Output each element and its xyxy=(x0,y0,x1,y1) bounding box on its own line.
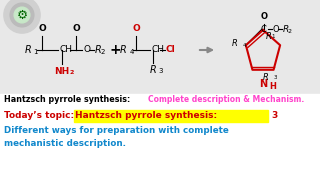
Text: R: R xyxy=(25,45,31,55)
Text: R: R xyxy=(283,25,289,34)
Text: Hantzsch pyrrole synthesis:: Hantzsch pyrrole synthesis: xyxy=(75,111,217,120)
Text: Cl: Cl xyxy=(166,46,176,55)
Text: 2: 2 xyxy=(101,49,105,55)
Text: 4: 4 xyxy=(130,49,134,55)
Text: 3: 3 xyxy=(274,75,277,80)
Text: 2: 2 xyxy=(288,29,292,34)
Text: R: R xyxy=(263,73,268,82)
Text: O: O xyxy=(72,24,80,33)
Bar xyxy=(74,110,268,122)
Text: Hantzsch pyrrole synthesis:: Hantzsch pyrrole synthesis: xyxy=(4,95,130,104)
Text: Complete description & Mechanism.: Complete description & Mechanism. xyxy=(148,95,304,104)
Text: 1: 1 xyxy=(33,49,37,55)
Text: 2: 2 xyxy=(70,70,74,75)
Text: R: R xyxy=(95,45,102,55)
Text: NH: NH xyxy=(54,67,70,76)
Circle shape xyxy=(14,7,30,23)
Text: N: N xyxy=(259,79,267,89)
Bar xyxy=(0,0,320,94)
Text: R: R xyxy=(266,32,272,41)
Text: O: O xyxy=(132,24,140,33)
Text: C: C xyxy=(261,25,267,34)
Text: R: R xyxy=(150,65,156,75)
Text: O: O xyxy=(273,25,279,34)
Text: 4: 4 xyxy=(243,43,246,48)
Text: R: R xyxy=(232,39,238,48)
Circle shape xyxy=(4,0,40,33)
Bar xyxy=(0,94,320,180)
Text: O: O xyxy=(38,24,46,33)
Text: CH: CH xyxy=(151,46,164,55)
Text: 3: 3 xyxy=(271,111,277,120)
Text: O: O xyxy=(83,46,90,55)
Text: Today’s topic:: Today’s topic: xyxy=(4,111,74,120)
Text: ⚙: ⚙ xyxy=(16,8,28,21)
Text: 1: 1 xyxy=(271,34,275,39)
Text: 3: 3 xyxy=(158,68,163,74)
Text: +: + xyxy=(109,43,121,57)
Text: mechanistic description.: mechanistic description. xyxy=(4,139,126,148)
Text: CH: CH xyxy=(60,46,73,55)
Circle shape xyxy=(10,3,34,27)
Text: R: R xyxy=(119,45,126,55)
Text: O: O xyxy=(260,12,268,21)
Text: H: H xyxy=(269,82,276,91)
Text: Different ways for preparation with complete: Different ways for preparation with comp… xyxy=(4,126,229,135)
